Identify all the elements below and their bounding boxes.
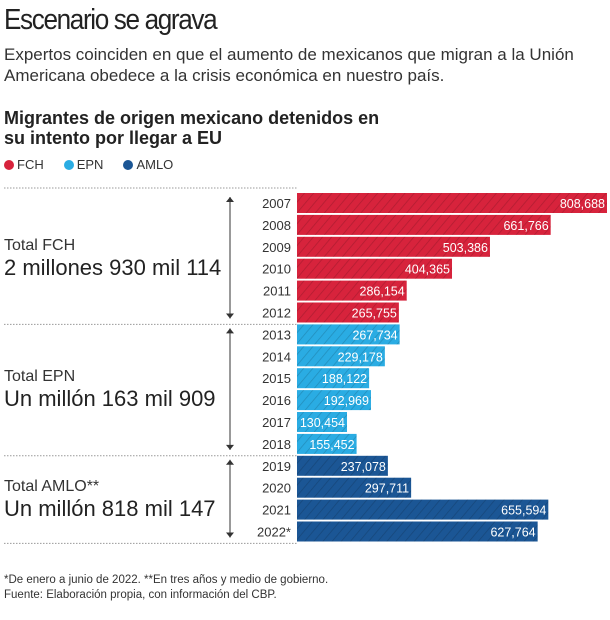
bar-hatch — [297, 477, 412, 498]
footer: *De enero a junio de 2022. **En tres año… — [4, 573, 328, 603]
year-label: 2010 — [262, 262, 291, 277]
value-label: 286,154 — [360, 285, 405, 299]
year-label: 2011 — [263, 284, 291, 299]
value-label: 808,688 — [560, 197, 605, 211]
total-epn: Total EPN Un millón 163 mil 909 — [4, 368, 216, 412]
bar-hatch — [297, 258, 453, 279]
legend-item-epn: EPN — [63, 157, 104, 172]
value-label: 627,764 — [490, 526, 535, 540]
legend-label: EPN — [76, 157, 104, 172]
total-label: Total AMLO** — [4, 478, 100, 495]
year-label: 2022* — [257, 525, 291, 540]
arrow-head-up-icon — [226, 328, 234, 334]
value-label: 265,755 — [352, 307, 397, 321]
subtitle: Expertos coinciden en que el aumento de … — [4, 45, 574, 85]
value-label: 404,365 — [405, 263, 450, 277]
total-label: Total FCH — [4, 237, 76, 254]
headline: Escenario se agrava — [4, 4, 218, 36]
year-label: 2008 — [262, 218, 291, 233]
value-label: 503,386 — [443, 241, 488, 255]
arrow-head-down-icon — [226, 532, 234, 538]
bar-hatch — [297, 455, 388, 476]
footnote: *De enero a junio de 2022. **En tres año… — [4, 574, 329, 586]
value-label: 237,078 — [341, 460, 386, 474]
bar-hatch — [297, 324, 400, 345]
legend: FCH EPN AMLO — [4, 157, 173, 172]
arrow-head-down-icon — [226, 313, 234, 319]
bar-hatch — [297, 499, 549, 520]
total-amlo: Total AMLO** Un millón 818 mil 147 — [4, 478, 216, 522]
bar-hatch — [297, 433, 357, 454]
value-label: 661,766 — [503, 219, 548, 233]
total-value: Un millón 163 mil 909 — [4, 386, 216, 411]
year-label: 2015 — [262, 371, 291, 386]
chart-title: Migrantes de origen mexicano detenidos e… — [4, 108, 380, 148]
bar-hatch — [297, 236, 490, 257]
bar-hatch — [297, 214, 551, 235]
year-label: 2018 — [262, 437, 291, 452]
value-label: 267,734 — [352, 328, 397, 342]
bar-hatch — [297, 302, 399, 323]
year-label: 2019 — [262, 459, 291, 474]
year-label: 2017 — [262, 415, 291, 430]
year-label: 2021 — [262, 503, 291, 518]
value-label: 192,969 — [324, 394, 369, 408]
year-label: 2009 — [262, 240, 291, 255]
legend-label: AMLO — [136, 157, 174, 172]
epn-dot-icon — [63, 160, 74, 170]
value-label: 130,454 — [300, 416, 345, 430]
legend-label: FCH — [17, 157, 44, 172]
bar-hatch — [297, 368, 370, 389]
source: Fuente: Elaboración propia, con informac… — [4, 589, 277, 601]
value-label: 155,452 — [309, 438, 354, 452]
bar-hatch — [297, 280, 407, 301]
arrow-head-up-icon — [226, 197, 234, 202]
year-label: 2007 — [262, 196, 291, 211]
year-label: 2016 — [262, 393, 291, 408]
arrow-head-up-icon — [226, 459, 234, 465]
value-label: 229,178 — [338, 350, 383, 364]
bar-hatch — [297, 390, 371, 411]
legend-item-fch: FCH — [4, 157, 44, 172]
total-value: 2 millones 930 mil 114 — [4, 255, 222, 280]
year-label: 2012 — [262, 306, 291, 321]
total-value: Un millón 818 mil 147 — [4, 496, 216, 521]
value-label: 297,711 — [365, 482, 409, 496]
arrow-head-down-icon — [226, 444, 234, 450]
year-label: 2013 — [262, 327, 291, 342]
legend-item-amlo: AMLO — [123, 157, 173, 172]
fch-dot-icon — [4, 160, 14, 170]
year-label: 2014 — [262, 349, 291, 364]
year-label: 2020 — [262, 481, 291, 496]
total-fch: Total FCH 2 millones 930 mil 114 — [4, 237, 221, 281]
total-label: Total EPN — [4, 368, 76, 385]
bar-hatch — [297, 521, 538, 542]
bar-hatch — [297, 412, 348, 432]
amlo-dot-icon — [123, 160, 134, 170]
bar-hatch — [297, 346, 385, 367]
value-label: 655,594 — [501, 504, 546, 518]
value-label: 188,122 — [322, 372, 367, 386]
bar-hatch — [297, 193, 607, 213]
